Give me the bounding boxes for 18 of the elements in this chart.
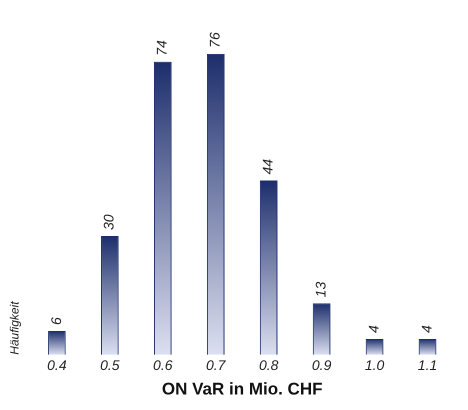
data-label: 76 — [206, 32, 223, 48]
x-tick-label: 0.5 — [100, 357, 120, 374]
data-label: 13 — [312, 282, 329, 298]
x-tick-label: 0.8 — [258, 357, 279, 374]
y-axis-title: Häufigkeit — [8, 300, 22, 355]
data-label: 4 — [365, 324, 382, 333]
x-tick-label: 0.4 — [47, 357, 67, 374]
x-tick-label: 0.9 — [312, 357, 332, 374]
data-label: 30 — [100, 214, 117, 230]
x-tick-label: 0.6 — [153, 357, 173, 374]
data-label: 4 — [418, 324, 434, 333]
x-tick-label: 0.7 — [206, 357, 227, 374]
x-axis-title: ON VaR in Mio. CHF — [162, 379, 322, 398]
x-tick-label: 1.1 — [418, 357, 438, 374]
data-label: 74 — [154, 40, 170, 56]
data-label: 6 — [48, 317, 64, 326]
data-label: 44 — [260, 158, 276, 175]
x-tick-label: 1.0 — [364, 357, 385, 374]
